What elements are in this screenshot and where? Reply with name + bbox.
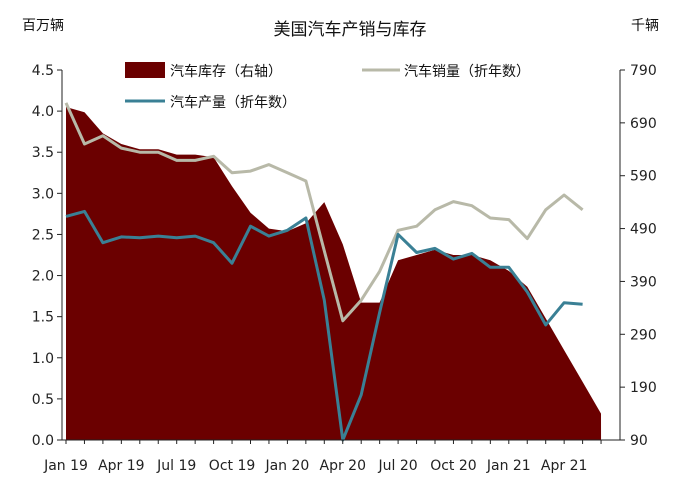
right-tick-label: 190 [630, 380, 657, 396]
right-tick-label: 690 [630, 116, 657, 132]
right-tick-label: 790 [630, 63, 657, 79]
right-tick-label: 90 [630, 433, 648, 449]
left-axis-unit: 百万辆 [22, 18, 64, 34]
left-tick-label: 4.0 [32, 104, 54, 120]
left-tick-label: 1.0 [32, 351, 54, 367]
right-tick-label: 490 [630, 222, 657, 238]
x-tick-label: Oct 19 [209, 458, 255, 474]
right-tick-label: 590 [630, 169, 657, 185]
legend-swatch-inventory [125, 62, 165, 78]
left-tick-label: 1.5 [32, 310, 54, 326]
x-tick-label: Jul 20 [378, 458, 418, 474]
right-tick-label: 290 [630, 327, 657, 343]
left-tick-label: 3.0 [32, 186, 54, 202]
right-axis-ticks: 90 190 290 390 490 590 690 790 [620, 63, 657, 449]
legend-label-sales: 汽车销量（折年数） [404, 63, 530, 80]
x-tick-label: Apr 21 [541, 458, 587, 474]
chart-title: 美国汽车产销与库存 [274, 20, 427, 40]
left-tick-label: 2.0 [32, 269, 54, 285]
left-tick-label: 0.5 [32, 392, 54, 408]
x-tick-label: Oct 20 [430, 458, 476, 474]
x-tick-label: Jul 19 [156, 458, 196, 474]
x-tick-label: Apr 20 [320, 458, 366, 474]
x-tick-label: Jan 20 [264, 458, 309, 474]
inventory-area [66, 107, 602, 440]
plot-area [64, 102, 602, 442]
production-line [65, 209, 583, 442]
left-tick-label: 2.5 [32, 227, 54, 243]
right-axis-unit: 千辆 [631, 18, 659, 34]
legend-label-inventory: 汽车库存（右轴） [170, 63, 282, 80]
left-tick-label: 0.0 [32, 433, 54, 449]
legend: 汽车库存（右轴） 汽车销量（折年数） 汽车产量（折年数） [125, 62, 530, 111]
x-tick-label: Apr 19 [98, 458, 144, 474]
left-axis-ticks: 0.0 0.5 1.0 1.5 2.0 2.5 3.0 3.5 4.0 4.5 [32, 63, 62, 449]
x-axis-ticks: Jan 19 Apr 19 Jul 19 Oct 19 Jan 20 Apr 20 Jul … [43, 440, 602, 474]
sales-line [64, 102, 584, 323]
x-tick-label: Jan 21 [486, 458, 531, 474]
legend-label-production: 汽车产量（折年数） [170, 94, 296, 111]
left-tick-label: 4.5 [32, 63, 54, 79]
left-tick-label: 3.5 [32, 145, 54, 161]
x-tick-label: Jan 19 [43, 458, 88, 474]
right-tick-label: 390 [630, 274, 657, 290]
